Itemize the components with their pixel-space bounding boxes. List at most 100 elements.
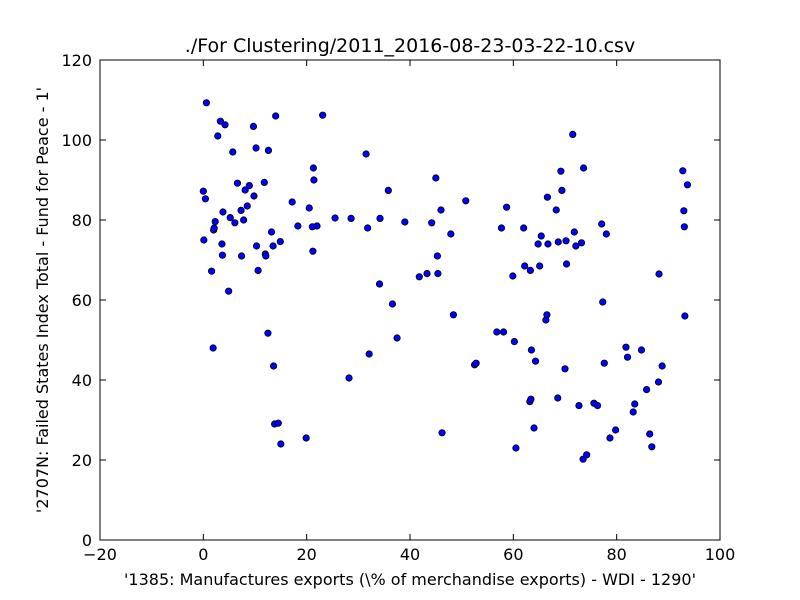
data-point xyxy=(211,218,219,226)
data-point xyxy=(240,216,248,224)
data-point xyxy=(655,270,663,278)
data-point xyxy=(622,343,630,351)
x-tick-label: 80 xyxy=(606,545,626,564)
data-point xyxy=(631,400,639,408)
x-tick-label: −20 xyxy=(83,545,117,564)
data-point xyxy=(527,346,536,354)
data-point xyxy=(262,252,270,260)
data-point xyxy=(310,176,318,184)
data-point xyxy=(543,193,552,201)
data-point xyxy=(250,192,258,200)
data-point xyxy=(219,208,227,216)
data-point xyxy=(579,164,588,172)
data-point xyxy=(599,298,607,306)
data-point xyxy=(362,150,370,158)
data-point xyxy=(218,240,226,248)
data-point xyxy=(375,280,384,288)
data-point xyxy=(562,237,570,245)
data-point xyxy=(612,426,620,434)
data-point xyxy=(241,186,249,194)
data-point xyxy=(216,117,224,125)
data-point xyxy=(552,206,560,214)
data-point xyxy=(602,230,610,238)
data-point xyxy=(210,224,218,232)
y-tick-label: 20 xyxy=(72,451,92,470)
data-point xyxy=(432,174,440,182)
data-point xyxy=(472,359,480,367)
data-point xyxy=(554,394,562,402)
data-point xyxy=(512,444,520,452)
data-point xyxy=(572,242,580,250)
data-point xyxy=(364,224,372,232)
data-point xyxy=(415,273,423,281)
data-point xyxy=(274,419,282,427)
data-point xyxy=(577,239,586,247)
data-point xyxy=(345,374,353,382)
data-point xyxy=(462,197,470,205)
data-point xyxy=(245,182,253,190)
data-point xyxy=(267,228,276,236)
x-tick-label: 20 xyxy=(296,545,316,564)
plot-area xyxy=(100,60,720,540)
data-point xyxy=(269,362,278,370)
data-point xyxy=(276,238,284,246)
y-tick-label: 80 xyxy=(72,211,92,230)
data-point xyxy=(201,195,209,203)
data-point xyxy=(393,334,401,342)
data-point xyxy=(384,186,392,194)
data-point xyxy=(557,167,565,175)
data-point xyxy=(680,223,688,231)
data-point xyxy=(388,300,397,308)
data-point xyxy=(199,187,207,195)
data-point xyxy=(499,328,508,336)
data-point xyxy=(233,179,242,187)
data-point xyxy=(200,236,208,244)
data-point xyxy=(654,378,663,386)
data-point xyxy=(437,206,445,214)
data-point xyxy=(438,429,446,437)
data-point xyxy=(520,224,528,232)
data-point xyxy=(252,144,260,152)
data-point xyxy=(562,260,571,268)
data-point xyxy=(221,121,229,129)
data-point xyxy=(401,218,409,226)
data-point xyxy=(509,272,517,280)
x-tick-label: 100 xyxy=(705,545,736,564)
x-axis-label: '1385: Manufactures exports (\% of merch… xyxy=(124,570,696,589)
x-tick-label: 40 xyxy=(400,545,420,564)
data-point xyxy=(365,350,373,358)
data-point xyxy=(347,214,355,222)
data-point xyxy=(554,238,562,246)
data-point xyxy=(600,359,608,367)
data-point xyxy=(277,440,285,448)
data-point xyxy=(536,262,544,270)
chart-title: ./For Clustering/2011_2016-08-23-03-22-1… xyxy=(185,35,635,57)
data-point xyxy=(637,346,646,354)
data-point xyxy=(447,230,455,238)
data-point xyxy=(521,262,529,270)
data-point xyxy=(249,122,258,131)
data-point xyxy=(433,252,441,260)
data-point xyxy=(544,240,552,248)
data-point xyxy=(510,337,518,346)
data-point xyxy=(623,353,632,361)
y-tick-label: 0 xyxy=(82,531,92,550)
data-point xyxy=(569,130,577,138)
data-point xyxy=(543,311,551,319)
y-tick-label: 40 xyxy=(72,371,92,390)
data-point xyxy=(570,228,578,236)
data-point xyxy=(593,401,602,410)
data-point xyxy=(423,269,431,278)
data-point xyxy=(260,178,268,186)
y-tick-label: 60 xyxy=(72,291,92,310)
data-point xyxy=(449,311,457,319)
data-point xyxy=(214,132,222,140)
x-tick-label: 60 xyxy=(503,545,523,564)
data-point xyxy=(302,434,310,442)
data-point xyxy=(583,451,591,459)
data-point xyxy=(237,206,245,214)
data-point xyxy=(229,148,237,156)
data-point xyxy=(681,312,689,320)
data-point xyxy=(309,247,317,255)
